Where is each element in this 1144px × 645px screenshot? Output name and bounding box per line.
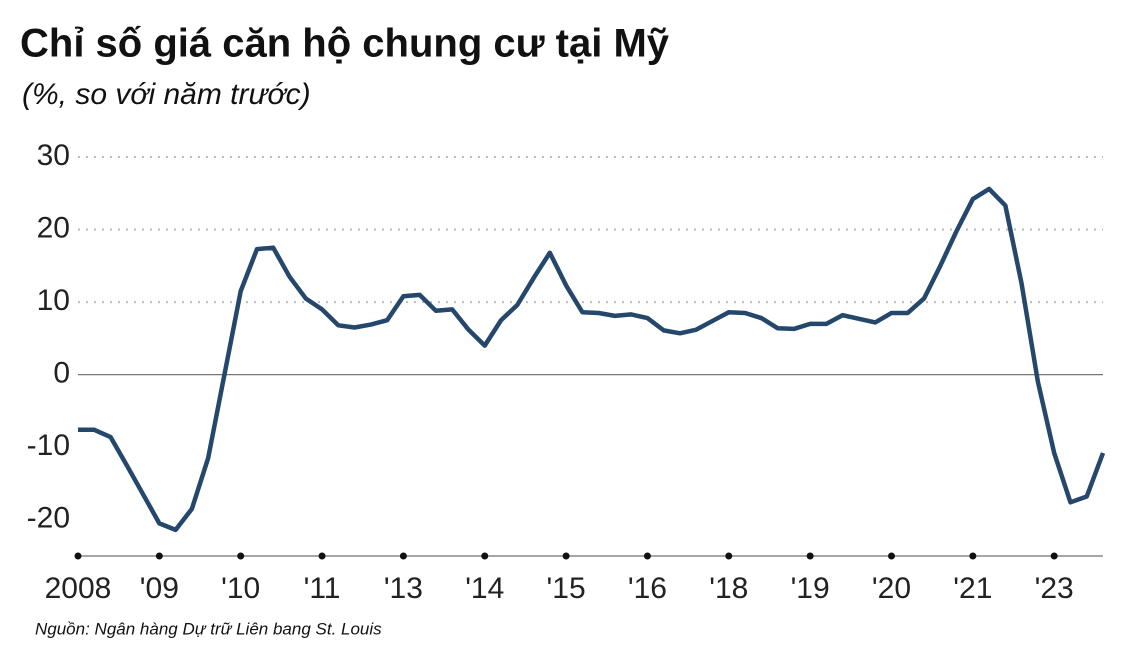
x-tick-mark (155, 552, 163, 560)
x-tick-mark (969, 552, 977, 560)
x-tick-label: '10 (221, 572, 260, 605)
x-tick-mark (887, 552, 895, 560)
x-tick-mark (318, 552, 326, 560)
x-tick-label: '20 (872, 572, 911, 605)
x-tick-label: '18 (709, 572, 748, 605)
y-tick-label: 20 (37, 211, 70, 244)
y-tick-label: 10 (37, 284, 70, 317)
x-tick-mark (481, 552, 489, 560)
x-tick-label: '21 (953, 572, 992, 605)
x-tick-label: '14 (465, 572, 504, 605)
x-tick-label: '16 (628, 572, 667, 605)
x-tick-mark (399, 552, 407, 560)
y-tick-label: 30 (37, 139, 70, 172)
data-line (78, 186, 1106, 533)
x-tick-mark (643, 552, 651, 560)
x-tick-label: 2008 (45, 572, 112, 605)
x-tick-mark (725, 552, 733, 560)
x-tick-mark (237, 552, 245, 560)
x-tick-mark (74, 552, 82, 560)
source-note: Nguồn: Ngân hàng Dự trữ Liên bang St. Lo… (35, 619, 382, 638)
y-tick-label: -20 (27, 502, 70, 535)
x-tick-label: '09 (140, 572, 179, 605)
x-tick-mark (562, 552, 570, 560)
y-tick-label: 0 (53, 357, 70, 390)
x-tick-label: '23 (1035, 572, 1074, 605)
chart-subtitle: (%, so với năm trước) (22, 78, 311, 111)
x-tick-label: '13 (384, 572, 423, 605)
x-tick-mark (1050, 552, 1058, 560)
x-tick-label: '19 (791, 572, 830, 605)
x-tick-label: '11 (304, 572, 341, 605)
x-tick-mark (806, 552, 814, 560)
y-tick-label: -10 (27, 429, 70, 462)
chart-title: Chỉ số giá căn hộ chung cư tại Mỹ (20, 22, 670, 66)
x-tick-label: '15 (547, 572, 586, 605)
